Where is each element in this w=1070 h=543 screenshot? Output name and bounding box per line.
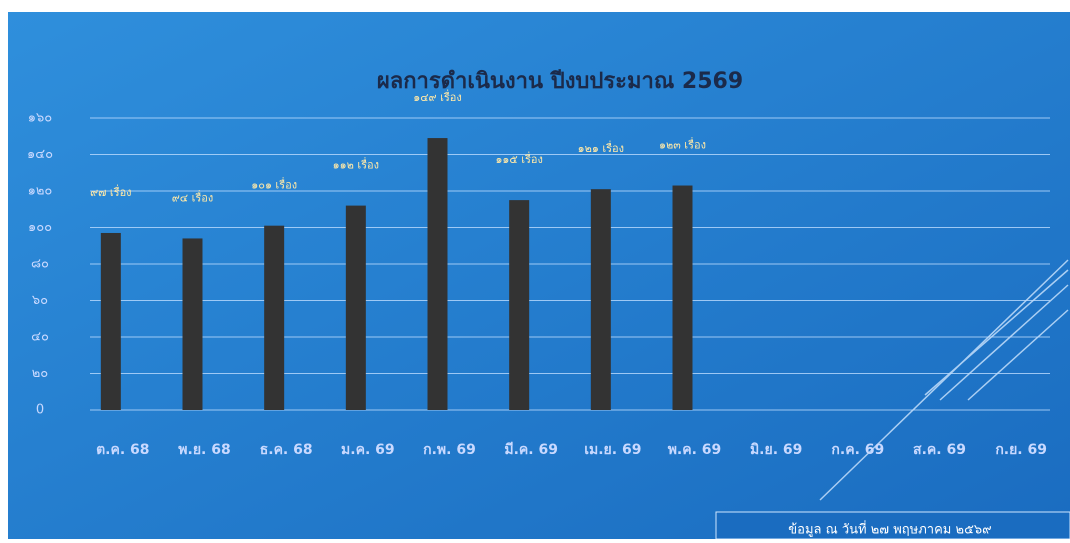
y-tick-label: ๑๐๐ — [28, 220, 52, 235]
value-label: ๑๑๒ เรื่อง — [333, 157, 379, 172]
bar — [427, 138, 448, 410]
footnote-box — [715, 511, 1070, 540]
value-label: ๑๔๙ เรื่อง — [413, 89, 462, 104]
bar — [345, 205, 366, 410]
bar — [590, 189, 611, 410]
y-tick-label: ๖๐ — [32, 293, 48, 308]
bar — [264, 225, 285, 410]
y-tick-label: ๘๐ — [31, 257, 49, 272]
y-tick-label: ๑๖๐ — [28, 111, 53, 126]
x-tick-label: ก.พ. 69 — [423, 442, 476, 458]
value-label: ๙๔ เรื่อง — [172, 189, 214, 204]
bar — [509, 200, 530, 410]
bar — [672, 185, 693, 410]
value-label: ๑๒๓ เรื่อง — [659, 137, 706, 152]
chart-title: ผลการดำเนินงาน ปีงบประมาณ 2569 — [377, 69, 743, 94]
x-tick-label: มิ.ย. 69 — [750, 442, 802, 458]
x-tick-label: มี.ค. 69 — [504, 442, 558, 458]
value-label: ๑๒๑ เรื่อง — [578, 140, 624, 155]
value-label: ๑๐๑ เรื่อง — [251, 177, 297, 192]
y-tick-label: ๑๒๐ — [28, 184, 53, 199]
y-tick-label: 0 — [36, 403, 44, 418]
bar — [182, 238, 203, 410]
y-tick-label: ๑๔๐ — [27, 147, 53, 162]
bar — [100, 232, 121, 410]
x-tick-label: ธ.ค. 68 — [260, 442, 313, 458]
x-tick-label: ก.ย. 69 — [995, 442, 1047, 458]
value-label: ๙๗ เรื่อง — [90, 184, 131, 199]
value-label: ๑๑๕ เรื่อง — [495, 151, 542, 166]
x-tick-label: เม.ย. 69 — [584, 442, 641, 458]
x-tick-label: พ.ย. 68 — [178, 442, 230, 458]
x-tick-label: ต.ค. 68 — [96, 442, 149, 458]
footnote: ข้อมูล ณ วันที่ ๒๗ พฤษภาคม ๒๕๖๙ — [788, 521, 991, 538]
y-tick-label: ๒๐ — [32, 366, 49, 381]
y-tick-label: ๔๐ — [31, 330, 49, 345]
x-tick-label: พ.ค. 69 — [668, 442, 722, 458]
x-tick-label: ก.ค. 69 — [831, 442, 884, 458]
x-tick-label: ส.ค. 69 — [913, 442, 966, 458]
x-tick-label: ม.ค. 69 — [341, 442, 395, 458]
